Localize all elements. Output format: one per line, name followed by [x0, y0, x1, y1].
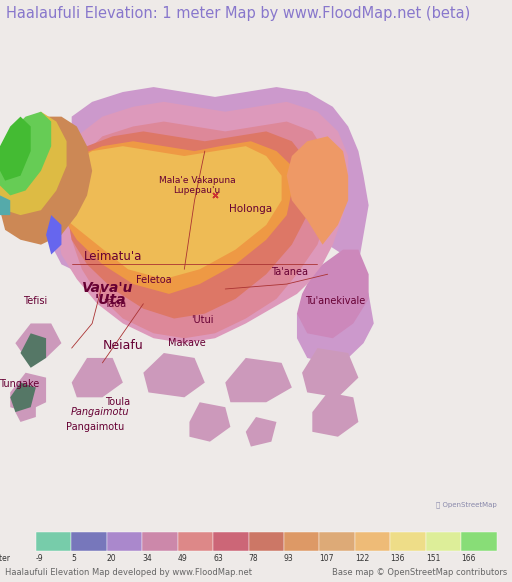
Polygon shape: [46, 215, 61, 254]
Polygon shape: [20, 333, 46, 368]
Text: 107: 107: [319, 553, 334, 563]
Polygon shape: [189, 402, 230, 442]
Text: 63: 63: [213, 553, 223, 563]
Bar: [142, 531, 178, 551]
Text: Haalaufuli Elevation Map developed by www.FloodMap.net: Haalaufuli Elevation Map developed by ww…: [5, 568, 252, 577]
Polygon shape: [56, 102, 348, 343]
Text: Holonga: Holonga: [229, 204, 272, 214]
Text: -9: -9: [36, 553, 44, 563]
Text: meter: meter: [0, 553, 10, 563]
Polygon shape: [0, 112, 67, 215]
Bar: [426, 531, 461, 551]
Text: 'Uta: 'Uta: [94, 293, 126, 307]
Text: 49: 49: [178, 553, 187, 563]
Polygon shape: [10, 382, 36, 412]
Text: Haalaufuli Elevation: 1 meter Map by www.FloodMap.net (beta): Haalaufuli Elevation: 1 meter Map by www…: [6, 6, 471, 21]
Polygon shape: [143, 353, 205, 398]
Text: Base map © OpenStreetMap contributors: Base map © OpenStreetMap contributors: [332, 568, 507, 577]
Polygon shape: [0, 196, 10, 215]
Polygon shape: [312, 392, 358, 436]
Polygon shape: [72, 358, 123, 398]
Text: Pangaimotu: Pangaimotu: [71, 407, 129, 417]
Bar: [71, 531, 106, 551]
Polygon shape: [297, 250, 369, 338]
Text: 136: 136: [390, 553, 405, 563]
Bar: [390, 531, 426, 551]
Polygon shape: [10, 372, 46, 412]
Text: Vava'u: Vava'u: [82, 281, 133, 295]
Bar: [461, 531, 497, 551]
Text: Mala'e Vakapuna
Lupepau'u: Mala'e Vakapuna Lupepau'u: [159, 176, 236, 196]
Text: 🔍 OpenStreetMap: 🔍 OpenStreetMap: [436, 502, 497, 508]
Text: Tefisi: Tefisi: [23, 296, 47, 306]
Text: Pangaimotu: Pangaimotu: [66, 422, 124, 432]
Text: Taoa: Taoa: [104, 299, 126, 309]
Text: Feletoa: Feletoa: [136, 275, 172, 285]
Polygon shape: [61, 141, 292, 294]
Polygon shape: [0, 112, 51, 196]
Text: Tungake: Tungake: [0, 378, 39, 389]
Text: 'Utui: 'Utui: [191, 314, 214, 325]
Text: Toula: Toula: [105, 398, 131, 407]
Polygon shape: [15, 398, 36, 422]
Polygon shape: [0, 116, 92, 244]
Text: 78: 78: [248, 553, 258, 563]
Text: 93: 93: [284, 553, 294, 563]
Text: 20: 20: [106, 553, 116, 563]
Bar: [178, 531, 213, 551]
Text: 34: 34: [142, 553, 152, 563]
Text: 151: 151: [426, 553, 440, 563]
Polygon shape: [287, 136, 348, 244]
Bar: [36, 531, 71, 551]
Text: 122: 122: [355, 553, 369, 563]
Bar: [248, 531, 284, 551]
Text: Leimatu'a: Leimatu'a: [83, 250, 142, 264]
Bar: [213, 531, 248, 551]
Bar: [106, 531, 142, 551]
Polygon shape: [67, 122, 333, 338]
Text: 166: 166: [461, 553, 476, 563]
Bar: [284, 531, 319, 551]
Polygon shape: [246, 417, 276, 446]
Polygon shape: [67, 132, 312, 318]
Text: Tu'anekivale: Tu'anekivale: [305, 296, 366, 306]
Polygon shape: [302, 348, 358, 398]
Polygon shape: [225, 358, 292, 402]
Bar: [355, 531, 390, 551]
Text: Ta'anea: Ta'anea: [271, 267, 308, 277]
Text: 5: 5: [71, 553, 76, 563]
Polygon shape: [15, 324, 61, 358]
Polygon shape: [0, 116, 31, 180]
Polygon shape: [46, 87, 374, 363]
Polygon shape: [51, 146, 282, 279]
Text: Makave: Makave: [168, 338, 206, 348]
Bar: [319, 531, 355, 551]
Text: Neiafu: Neiafu: [102, 339, 143, 352]
